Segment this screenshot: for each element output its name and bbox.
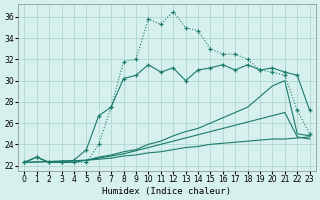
X-axis label: Humidex (Indice chaleur): Humidex (Indice chaleur) — [102, 187, 231, 196]
